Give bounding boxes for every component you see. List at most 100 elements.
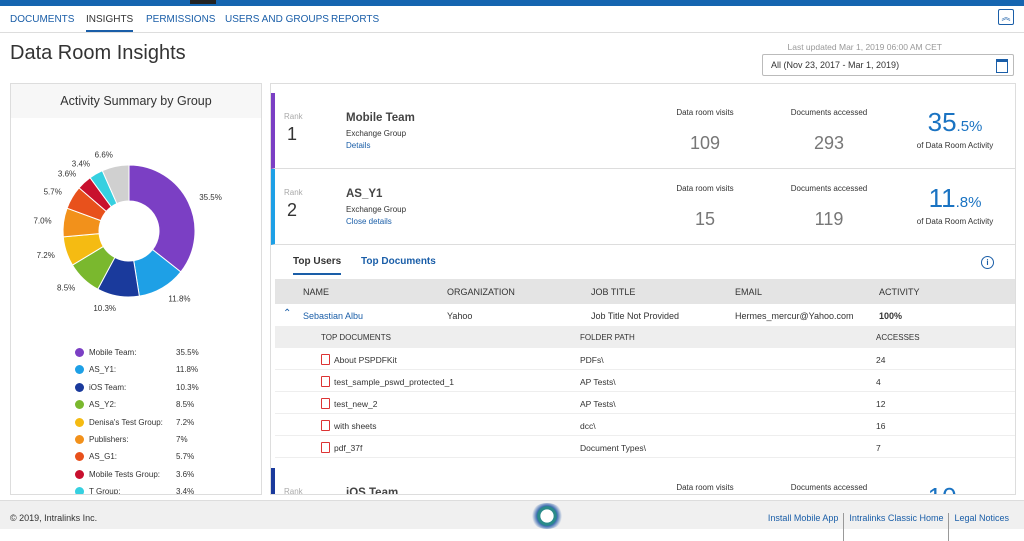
info-icon[interactable]: i: [981, 256, 994, 269]
legend-swatch: [75, 487, 84, 495]
collapse-button[interactable]: ︽: [998, 9, 1014, 25]
details-link[interactable]: Details: [346, 141, 370, 150]
column-header: JOB TITLE: [591, 287, 635, 297]
document-cell: 7: [876, 443, 881, 453]
footer-link[interactable]: Install Mobile App: [763, 513, 844, 541]
document-cell: 12: [876, 399, 885, 409]
date-range-select[interactable]: All (Nov 23, 2017 - Mar 1, 2019): [762, 54, 1014, 76]
doc-icon: [321, 442, 330, 453]
nav-tab[interactable]: REPORTS: [331, 14, 379, 25]
legend-swatch: [75, 418, 84, 427]
nav-tab[interactable]: INSIGHTS: [86, 14, 133, 32]
group-name: AS_Y1: [346, 188, 382, 200]
group-card: RankiOS TeamData room visitsDocuments ac…: [271, 468, 1015, 495]
nav-tab[interactable]: PERMISSIONS: [146, 14, 215, 25]
document-cell: PDFs\: [580, 355, 604, 365]
legend-value: 35.5%: [176, 348, 199, 357]
legend-name: Mobile Tests Group:: [89, 470, 160, 479]
detail-tab[interactable]: Top Documents: [361, 256, 436, 267]
logo: [530, 503, 564, 529]
column-header: EMAIL: [735, 287, 762, 297]
copyright: © 2019, Intralinks Inc.: [10, 513, 97, 523]
legend-swatch: [75, 435, 84, 444]
footer-links: Install Mobile AppIntralinks Classic Hom…: [763, 501, 1014, 529]
user-cell: 100%: [879, 311, 902, 321]
doc-icon: [321, 398, 330, 409]
column-header: ACCESSES: [876, 333, 920, 342]
details-link[interactable]: Close details: [346, 217, 392, 226]
user-cell[interactable]: Sebastian Albu: [303, 311, 363, 321]
footer: © 2019, Intralinks Inc. Install Mobile A…: [0, 500, 1024, 529]
legend-swatch: [75, 452, 84, 461]
rank-label: Rank: [284, 112, 303, 121]
page: ︽ DOCUMENTS INSIGHTS PERMISSIONS USERS AND …: [0, 0, 1024, 528]
date-range: All (Nov 23, 2017 - Mar 1, 2019): [771, 60, 899, 70]
percent-part: .8%: [956, 194, 982, 211]
document-cell: About PSPDFKit: [334, 355, 397, 365]
page-title: Data Room Insights: [10, 42, 186, 65]
legend-name: Publishers:: [89, 435, 129, 444]
rank-label: Rank: [284, 188, 303, 197]
legend-swatch: [75, 470, 84, 479]
document-cell: dcc\: [580, 421, 596, 431]
row-divider: [275, 391, 1015, 392]
doc-icon: [321, 354, 330, 365]
percent-part: 35: [928, 107, 957, 137]
rank: 2: [287, 200, 297, 221]
group-type: Exchange Group: [346, 129, 406, 138]
column-header: NAME: [303, 287, 329, 297]
user-cell: Hermes_mercur@Yahoo.com: [735, 311, 854, 321]
percent-caption: of Data Room Activity: [895, 217, 1015, 226]
detail-tab[interactable]: Top Users: [293, 256, 341, 275]
user-cell: Job Title Not Provided: [591, 311, 679, 321]
visits: 15: [665, 209, 745, 230]
footer-link[interactable]: Legal Notices: [948, 513, 1014, 541]
document-cell: Document Types\: [580, 443, 646, 453]
document-cell: test_new_2: [334, 399, 377, 409]
legend-swatch: [75, 400, 84, 409]
legend-name: T Group:: [89, 487, 120, 495]
group-name: Mobile Team: [346, 112, 415, 124]
document-cell: pdf_37f: [334, 443, 362, 453]
expand-chevron[interactable]: ⌃: [283, 308, 291, 319]
docs-label: Documents accessed: [789, 482, 869, 493]
legend-value: 7.2%: [176, 418, 194, 427]
rank: 1: [287, 124, 297, 145]
calendar-icon: [996, 59, 1008, 73]
percent-part: 10: [928, 482, 957, 495]
footer-link[interactable]: Intralinks Classic Home: [843, 513, 948, 541]
row-divider: [275, 457, 1015, 458]
document-cell: 16: [876, 421, 885, 431]
legend: Mobile Team:35.5%AS_Y1:11.8%iOS Team:10.…: [11, 84, 261, 494]
percent-caption: of Data Room Activity: [895, 141, 1015, 150]
docs: 293: [789, 133, 869, 154]
column-header: FOLDER PATH: [580, 333, 635, 342]
percent-part: 11: [929, 183, 956, 213]
visits-label: Data room visits: [665, 183, 745, 194]
legend-name: iOS Team:: [89, 383, 126, 392]
column-header: TOP DOCUMENTS: [321, 333, 391, 342]
group-name: iOS Team: [346, 487, 398, 495]
legend-value: 11.8%: [176, 365, 198, 374]
activity-percent: 35.5%: [895, 107, 1015, 138]
nav-tab[interactable]: DOCUMENTS: [10, 14, 74, 25]
docs-label: Documents accessed: [789, 107, 869, 118]
percent-part: .5%: [957, 118, 983, 135]
document-cell: 4: [876, 377, 881, 387]
nav-tab[interactable]: USERS AND GROUPS: [225, 14, 329, 25]
legend-value: 3.6%: [176, 470, 194, 479]
activity-percent: 10.3%: [895, 482, 1015, 495]
legend-swatch: [75, 383, 84, 392]
last-updated: Last updated Mar 1, 2019 06:00 AM CET: [787, 42, 942, 52]
legend-value: 8.5%: [176, 400, 194, 409]
group-type: Exchange Group: [346, 205, 406, 214]
document-cell: 24: [876, 355, 885, 365]
column-header: ORGANIZATION: [447, 287, 515, 297]
rank-label: Rank: [284, 487, 303, 495]
legend-name: AS_G1:: [89, 452, 117, 461]
legend-name: AS_Y1:: [89, 365, 116, 374]
legend-value: 10.3%: [176, 383, 199, 392]
visits-label: Data room visits: [665, 107, 745, 118]
activity-summary-panel: Activity Summary by Group 35.5%11.8%10.3…: [10, 83, 262, 495]
docs: 119: [789, 209, 869, 230]
